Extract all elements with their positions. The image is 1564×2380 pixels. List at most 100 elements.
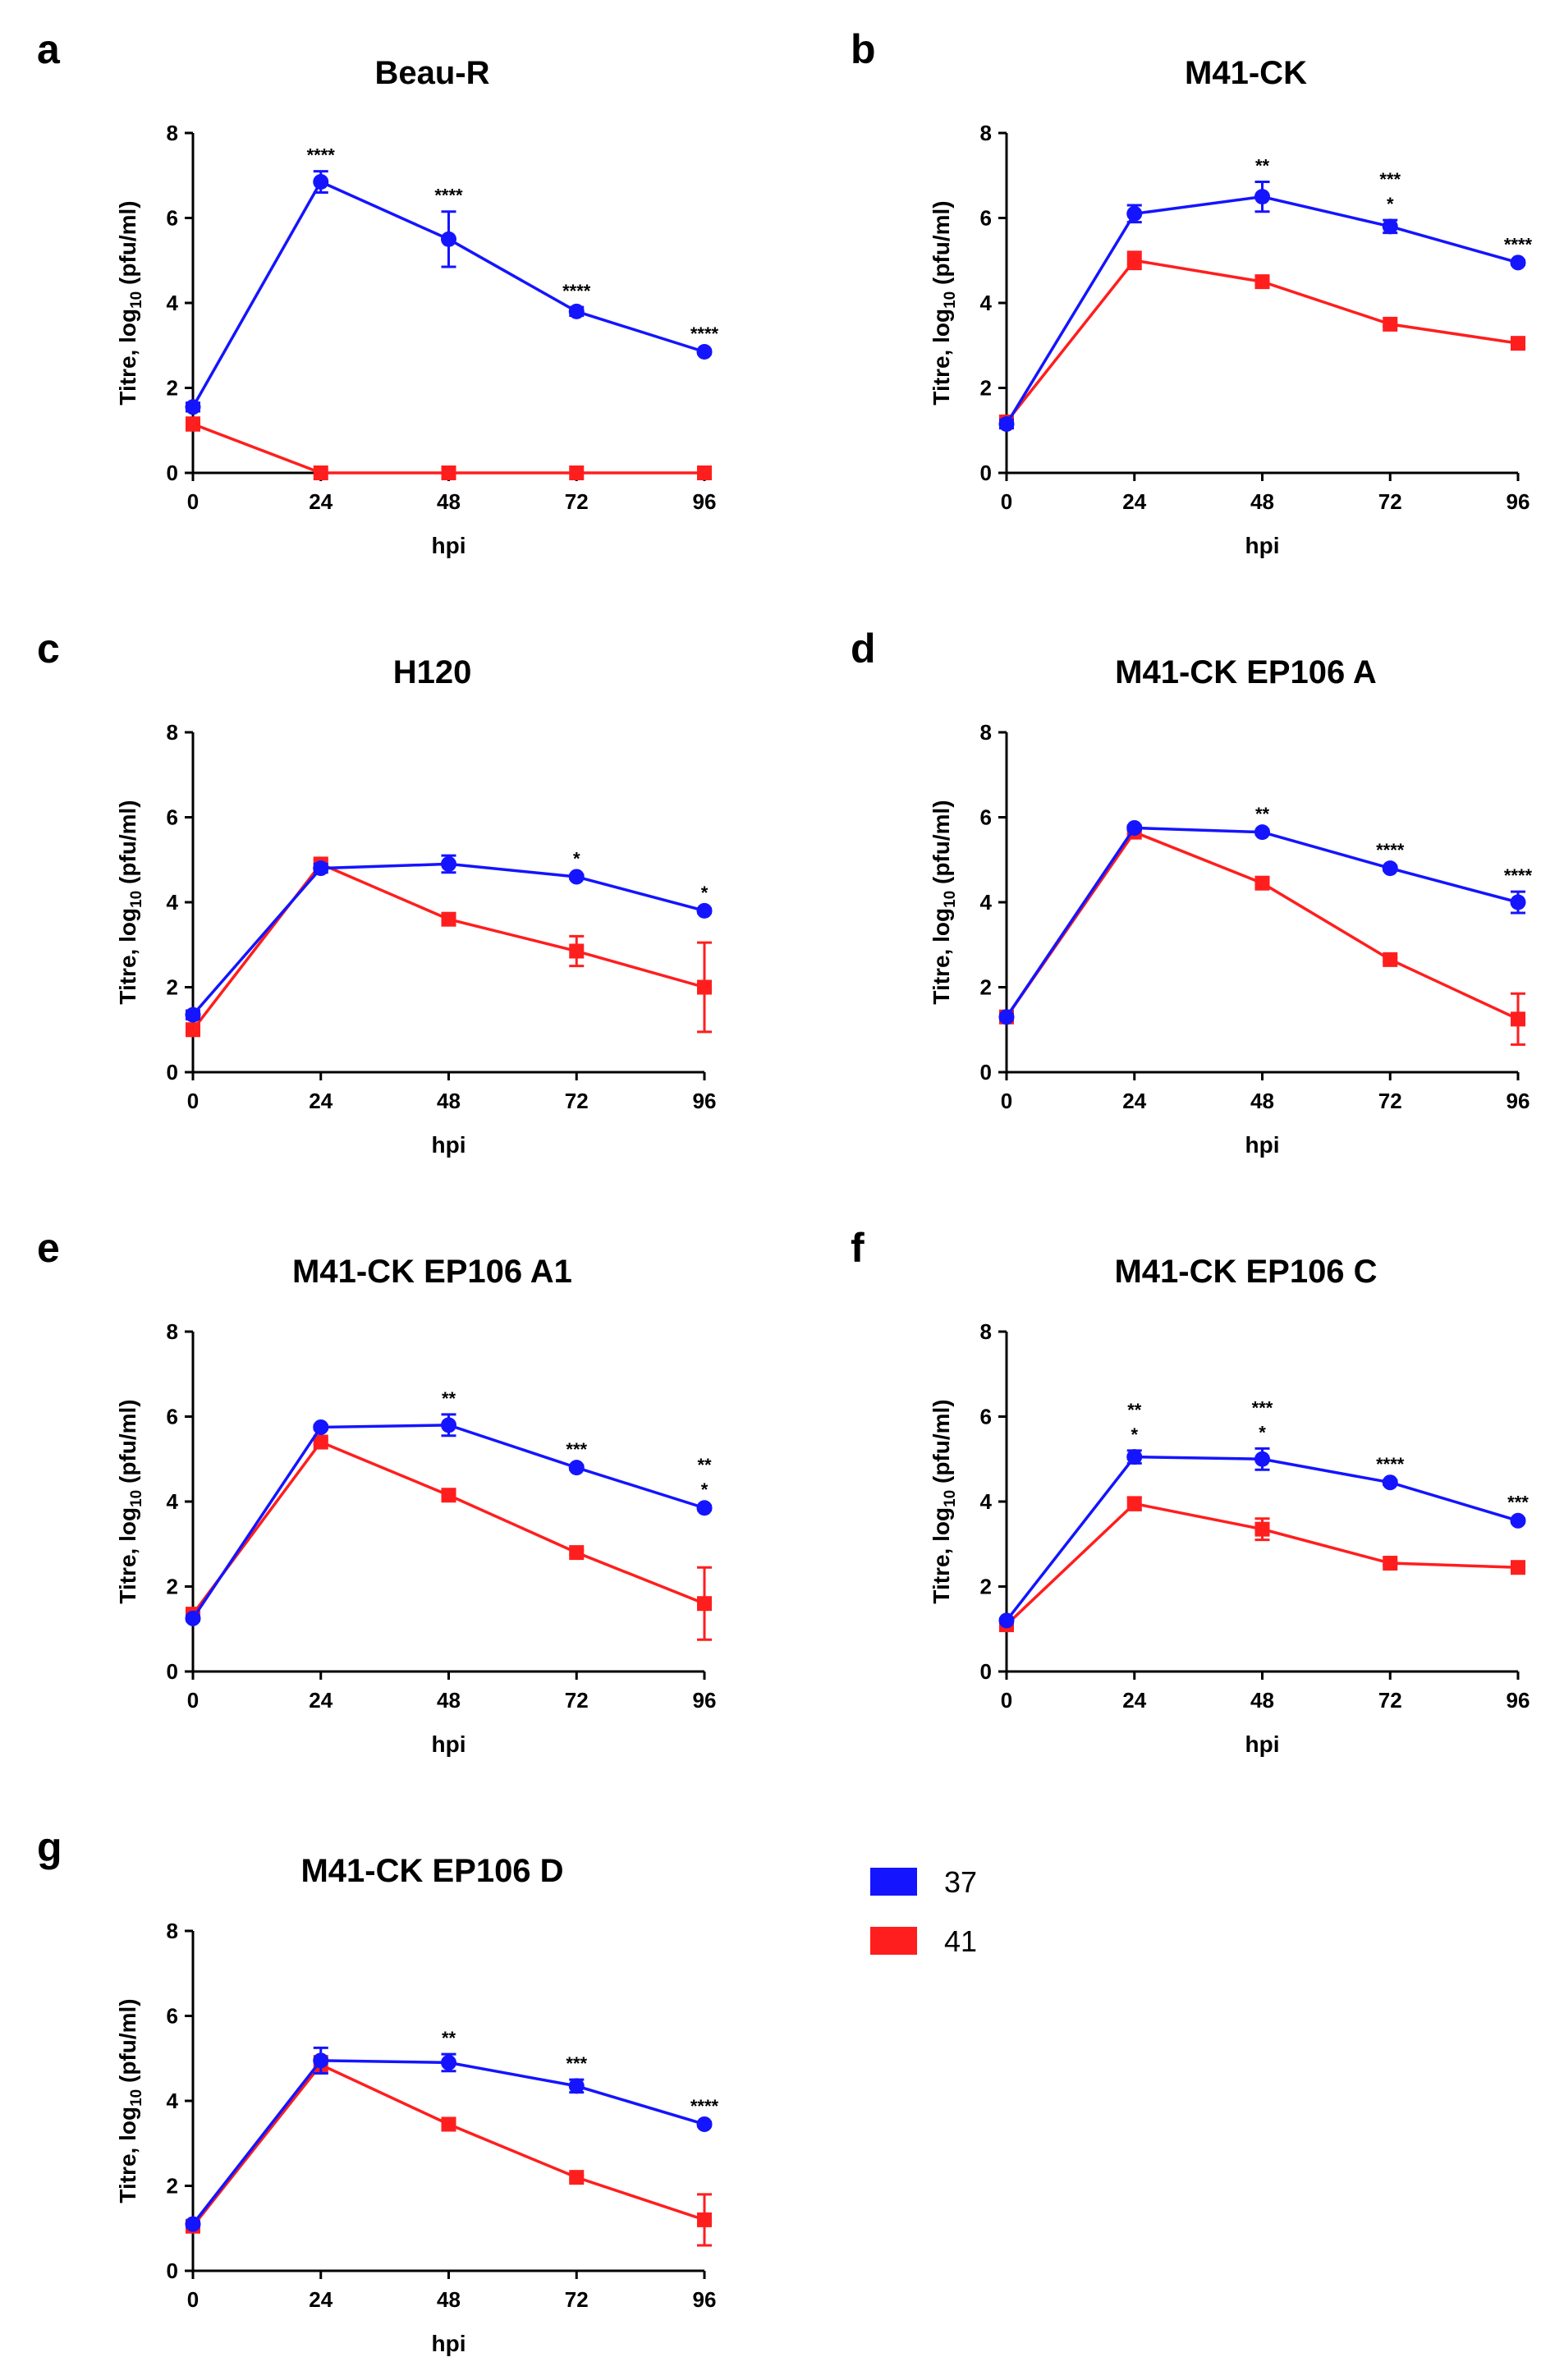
- data-point: [696, 902, 713, 919]
- data-point: [1254, 1451, 1270, 1467]
- x-tick-label: 96: [693, 1688, 717, 1713]
- data-point: [1511, 1011, 1525, 1027]
- data-point: [186, 1022, 200, 1038]
- data-point: [441, 231, 456, 247]
- significance-label: *: [701, 1479, 709, 1500]
- x-axis-label: hpi: [432, 2331, 466, 2356]
- panel-letter: b: [851, 26, 876, 72]
- data-point: [1382, 860, 1398, 877]
- x-tick-label: 24: [1122, 489, 1146, 514]
- data-point: [697, 1596, 712, 1612]
- significance-label: **: [1255, 804, 1270, 824]
- data-point: [569, 943, 585, 959]
- data-point: [569, 1545, 585, 1561]
- data-point: [568, 869, 585, 885]
- panel-title: M41-CK: [1185, 55, 1307, 91]
- data-point: [441, 855, 456, 872]
- significance-label: **: [442, 2028, 456, 2048]
- data-point: [441, 1417, 456, 1433]
- data-point: [313, 860, 329, 877]
- significance-label: *: [1131, 1424, 1138, 1445]
- y-tick-label: 2: [167, 975, 178, 1000]
- data-point: [696, 1500, 713, 1516]
- x-tick-label: 72: [565, 2287, 589, 2312]
- data-point: [441, 1488, 456, 1503]
- data-point: [998, 415, 1015, 432]
- y-tick-label: 4: [980, 1489, 993, 1514]
- series-line: [1005, 830, 1519, 1020]
- y-axis-label: Titre, log10 (pfu/ml): [115, 200, 145, 405]
- series-37: [185, 854, 713, 1023]
- x-tick-label: 0: [1001, 1688, 1012, 1713]
- y-tick-label: 2: [980, 376, 992, 401]
- significance-label: *: [573, 848, 580, 869]
- y-tick-label: 8: [167, 1319, 178, 1344]
- y-tick-label: 4: [980, 890, 993, 915]
- data-point: [1383, 952, 1398, 967]
- significance-label: **: [1255, 156, 1270, 177]
- panel-letter: f: [851, 1225, 865, 1271]
- x-tick-label: 0: [1001, 489, 1012, 514]
- x-tick-label: 24: [309, 489, 333, 514]
- series-41: [999, 250, 1525, 429]
- series-41: [186, 416, 712, 480]
- y-tick-label: 2: [167, 376, 178, 401]
- data-point: [185, 399, 201, 415]
- series-line: [1005, 195, 1519, 425]
- data-point: [1511, 1560, 1525, 1575]
- x-tick-label: 24: [1122, 1089, 1146, 1113]
- x-tick-label: 0: [187, 1089, 199, 1113]
- significance-label: ****: [1504, 234, 1533, 255]
- legend-swatch: [870, 1868, 917, 1896]
- data-point: [1510, 1512, 1526, 1529]
- y-tick-label: 0: [167, 1659, 178, 1684]
- x-tick-label: 72: [1378, 489, 1402, 514]
- x-tick-label: 48: [437, 489, 461, 514]
- series-line: [191, 1424, 705, 1620]
- data-point: [1510, 894, 1526, 910]
- significance-label: ***: [1379, 169, 1401, 190]
- significance-label: **: [1127, 1400, 1142, 1420]
- data-point: [568, 303, 585, 319]
- x-tick-label: 0: [187, 1688, 199, 1713]
- panel-title: M41-CK EP106 A: [1115, 654, 1377, 690]
- y-tick-label: 2: [980, 1575, 992, 1599]
- significance-label: ***: [1252, 1397, 1273, 1418]
- x-tick-label: 48: [1250, 1089, 1274, 1113]
- y-tick-label: 4: [167, 1489, 179, 1514]
- data-point: [1126, 1496, 1142, 1511]
- y-tick-label: 6: [167, 2004, 178, 2029]
- series-41: [999, 1496, 1525, 1633]
- y-tick-label: 2: [167, 2174, 178, 2199]
- x-tick-label: 24: [309, 2287, 333, 2312]
- data-point: [441, 465, 456, 480]
- data-point: [1383, 316, 1398, 332]
- series-41: [999, 824, 1525, 1046]
- panel-letter: g: [37, 1824, 62, 1870]
- y-tick-label: 2: [980, 975, 992, 1000]
- y-tick-label: 8: [167, 121, 178, 145]
- significance-label: *: [701, 883, 709, 903]
- data-point: [441, 2116, 456, 2132]
- x-tick-label: 96: [1507, 489, 1530, 514]
- y-axis-label: Titre, log10 (pfu/ml): [115, 1399, 145, 1603]
- data-point: [568, 1460, 585, 1476]
- panel-letter: c: [37, 626, 60, 672]
- data-point: [696, 344, 713, 360]
- legend-label: 41: [944, 1924, 977, 1958]
- y-tick-label: 8: [167, 720, 178, 745]
- significance-label: ***: [566, 1439, 587, 1460]
- legend: 37 41: [870, 1865, 977, 1958]
- panel-title: M41-CK EP106 D: [300, 1853, 563, 1889]
- x-tick-label: 0: [187, 489, 199, 514]
- x-tick-label: 96: [693, 489, 717, 514]
- x-tick-label: 48: [437, 1688, 461, 1713]
- data-point: [1510, 255, 1526, 271]
- data-point: [1254, 824, 1270, 841]
- x-tick-label: 72: [1378, 1089, 1402, 1113]
- y-tick-label: 6: [167, 1405, 178, 1429]
- significance-label: **: [442, 1388, 456, 1409]
- significance-label: ***: [566, 2053, 587, 2074]
